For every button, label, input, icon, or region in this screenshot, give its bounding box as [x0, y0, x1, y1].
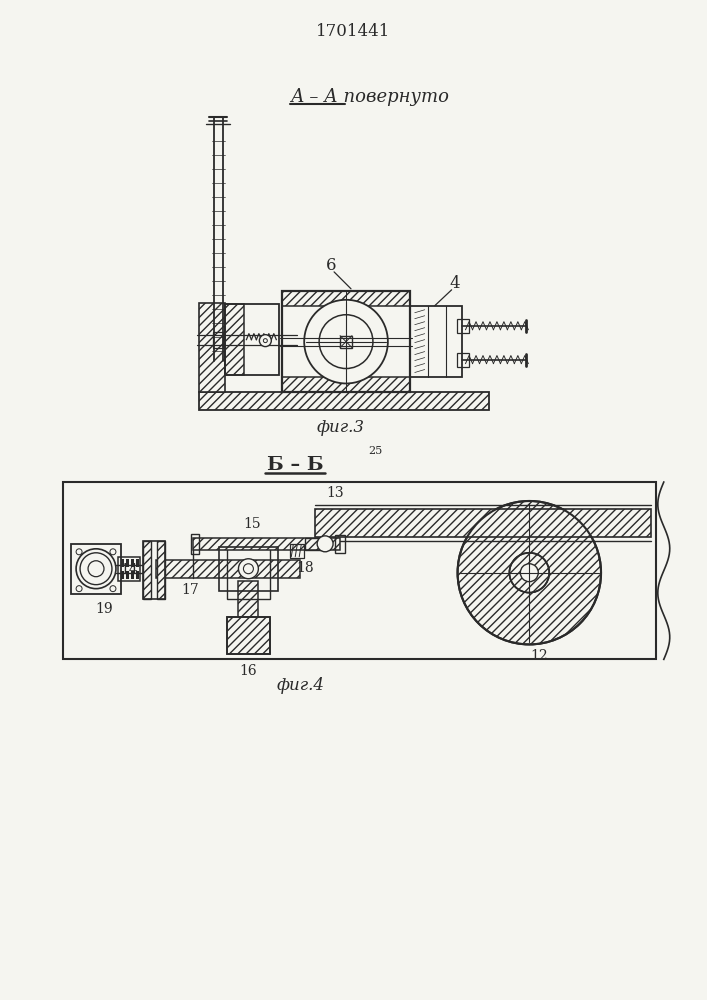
Circle shape — [509, 553, 549, 593]
Circle shape — [110, 549, 116, 555]
Bar — [282, 377, 410, 392]
Circle shape — [76, 549, 82, 555]
Bar — [136, 571, 139, 579]
Bar — [282, 291, 410, 392]
Bar — [226, 617, 270, 654]
Circle shape — [88, 561, 104, 577]
Circle shape — [319, 315, 373, 369]
Text: 6: 6 — [326, 257, 337, 274]
Bar — [192, 538, 340, 550]
Circle shape — [259, 335, 271, 347]
Circle shape — [520, 564, 538, 582]
Text: 16: 16 — [240, 664, 257, 678]
Bar — [457, 319, 469, 333]
Bar — [156, 560, 300, 578]
Bar — [238, 581, 258, 649]
Bar — [335, 535, 345, 553]
Bar — [213, 332, 223, 348]
Text: 18: 18 — [296, 561, 314, 575]
Circle shape — [238, 559, 258, 579]
Bar — [340, 336, 352, 348]
Circle shape — [110, 586, 116, 592]
Bar — [225, 304, 245, 375]
Bar — [131, 571, 134, 579]
Bar — [126, 559, 129, 567]
Text: 1701441: 1701441 — [316, 23, 390, 40]
Text: 25: 25 — [368, 446, 382, 456]
Bar — [118, 557, 140, 581]
Circle shape — [80, 553, 112, 585]
Bar — [126, 571, 129, 579]
Bar — [131, 559, 134, 567]
Bar — [121, 559, 124, 567]
Text: 12: 12 — [530, 649, 548, 663]
Bar — [71, 544, 121, 594]
Bar — [191, 534, 199, 554]
Bar — [315, 509, 651, 537]
Text: фиг.3: фиг.3 — [316, 419, 364, 436]
Bar — [199, 392, 489, 410]
Bar — [199, 303, 225, 392]
Bar — [63, 482, 656, 659]
Text: 4: 4 — [449, 275, 460, 292]
Text: фиг.4: фиг.4 — [276, 677, 325, 694]
Bar — [410, 306, 462, 377]
Circle shape — [76, 549, 116, 589]
Text: Б – Б: Б – Б — [267, 456, 324, 474]
Bar — [291, 544, 304, 558]
Circle shape — [243, 564, 253, 574]
Circle shape — [317, 536, 333, 552]
Text: 17: 17 — [182, 583, 199, 597]
Bar — [457, 353, 469, 367]
Bar — [226, 617, 270, 654]
Bar — [157, 541, 165, 599]
Circle shape — [76, 586, 82, 592]
Circle shape — [457, 501, 601, 644]
Text: А – А повернуто: А – А повернуто — [291, 88, 449, 106]
Bar — [121, 571, 124, 579]
Text: 13: 13 — [326, 486, 344, 500]
Bar — [143, 541, 151, 599]
Bar — [225, 304, 279, 375]
Bar — [218, 547, 279, 591]
Bar — [143, 541, 165, 599]
Text: 15: 15 — [244, 517, 261, 531]
Bar — [226, 541, 270, 599]
Text: 19: 19 — [95, 602, 113, 616]
Text: 14: 14 — [120, 563, 138, 577]
Bar — [282, 291, 410, 306]
Bar — [305, 538, 325, 550]
Circle shape — [263, 339, 267, 343]
Circle shape — [304, 300, 388, 383]
Bar — [136, 559, 139, 567]
